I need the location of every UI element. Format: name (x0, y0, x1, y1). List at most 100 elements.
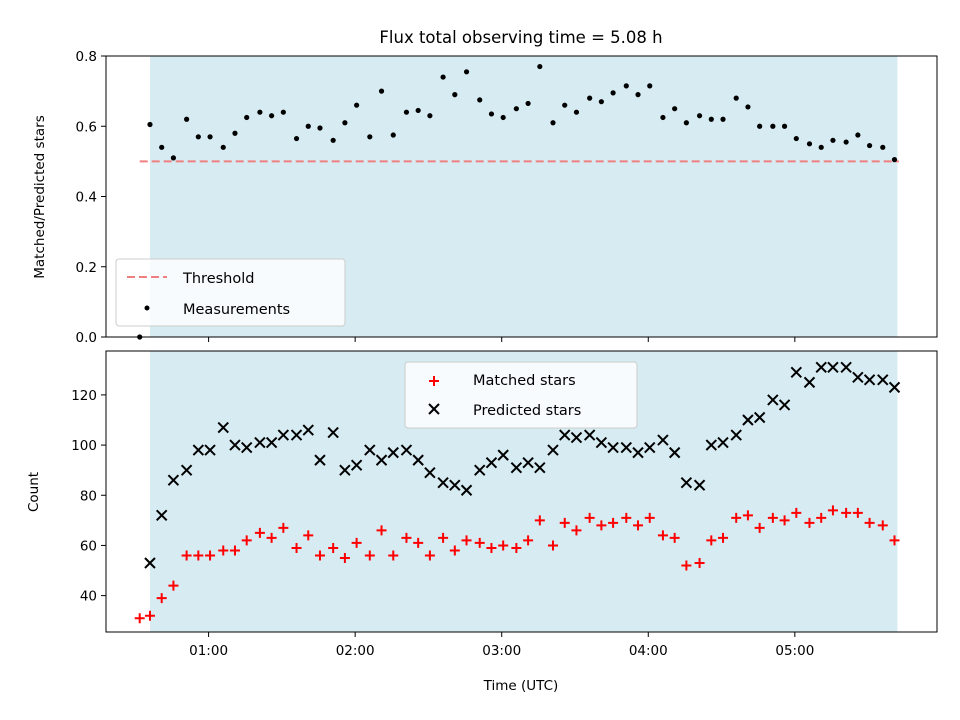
top-y-axis: 0.0 0.2 0.4 0.6 0.8 (76, 49, 106, 346)
matched-point (388, 550, 399, 561)
measurement-point (403, 109, 410, 115)
matched-point (669, 532, 680, 543)
measurement-point (269, 113, 275, 119)
matched-point (266, 532, 277, 543)
legend-matched-label: Matched stars (473, 373, 576, 389)
legend-predicted-label: Predicted stars (473, 403, 581, 419)
predicted-point (668, 446, 681, 459)
measurement-point (866, 142, 873, 149)
predicted-point (547, 444, 559, 456)
measurement-point (891, 157, 898, 163)
measurement-point (317, 125, 323, 131)
matched-point (767, 512, 778, 523)
matched-point (877, 520, 888, 531)
measurement-point (427, 113, 433, 119)
measurement-point (855, 132, 861, 138)
predicted-point (217, 421, 229, 434)
predicted-point (620, 441, 632, 454)
measurement-point (708, 116, 714, 122)
matched-point (278, 522, 289, 533)
measurement-point (367, 134, 373, 140)
matched-point (608, 517, 619, 528)
legend-matched-swatch (429, 376, 439, 386)
matched-point (339, 552, 350, 563)
measurement-point (696, 113, 703, 119)
measurement-point (305, 123, 311, 129)
measurement-point (170, 155, 177, 161)
matched-point (791, 507, 802, 518)
predicted-point (852, 371, 864, 384)
top-y-tick-label: 0.6 (76, 119, 97, 135)
predicted-point (767, 394, 779, 406)
predicted-point (778, 399, 791, 411)
predicted-point (144, 557, 156, 569)
measurement-point (195, 134, 201, 140)
measurement-point (184, 116, 190, 122)
bottom-y-tick-label: 80 (80, 488, 97, 504)
predicted-point (717, 436, 729, 449)
bottom-series (134, 361, 901, 624)
measurement-point (610, 90, 616, 96)
bottom-x-tick-label: 04:00 (629, 643, 668, 659)
predicted-point (730, 429, 742, 441)
measurement-point (159, 144, 165, 150)
predicted-point (863, 374, 876, 386)
top-panel: 0.00.20.40.60.8 Matched/Predicted stars … (32, 49, 938, 346)
measurement-point (477, 97, 483, 103)
measurement-point (244, 114, 250, 121)
measurement-point (390, 132, 396, 138)
measurement-point (500, 114, 506, 121)
matched-point (303, 530, 314, 541)
matched-point (168, 580, 179, 591)
matched-point (621, 512, 632, 523)
matched-point (706, 535, 717, 546)
measurement-point (720, 116, 726, 122)
matched-point (681, 560, 692, 571)
matched-point (742, 510, 753, 521)
predicted-point (474, 464, 486, 476)
predicted-point (265, 436, 278, 449)
predicted-point (229, 439, 241, 451)
predicted-point (155, 509, 168, 522)
predicted-point (607, 441, 619, 454)
matched-point (559, 517, 570, 528)
predicted-point (583, 429, 596, 441)
chart-title: Flux total observing time = 5.08 h (379, 28, 662, 47)
measurement-point (573, 109, 580, 115)
predicted-point (595, 436, 608, 449)
legend-measurements-label: Measurements (183, 302, 290, 318)
predicted-point (644, 441, 656, 454)
matched-point (644, 512, 655, 523)
matched-point (486, 542, 497, 553)
measurement-point (830, 137, 836, 143)
matched-point (633, 520, 644, 531)
matched-point (523, 535, 534, 546)
measurements-series (137, 63, 898, 340)
matched-point (694, 558, 705, 569)
matched-point (314, 550, 325, 561)
matched-point (328, 542, 339, 553)
predicted-point (412, 454, 424, 466)
predicted-point (534, 461, 546, 474)
measurement-point (207, 134, 213, 140)
predicted-point (327, 426, 339, 439)
predicted-point (522, 456, 534, 469)
measurement-point (537, 63, 543, 70)
matched-point (474, 537, 485, 548)
measurement-point (672, 106, 678, 112)
measurement-point (293, 135, 300, 142)
predicted-point (350, 459, 363, 471)
top-y-tick-label: 0.0 (76, 330, 97, 346)
bottom-y-tick-label: 100 (71, 438, 97, 454)
matched-point (852, 507, 863, 518)
measurement-point (488, 111, 495, 117)
predicted-point (180, 464, 193, 476)
predicted-point (167, 474, 180, 486)
top-legend-box (115, 258, 346, 327)
predicted-point (827, 361, 839, 374)
matched-point (718, 532, 729, 543)
bottom-x-axis: 01:00 02:00 03:00 04:00 05:00 (189, 632, 814, 659)
matched-point (511, 542, 522, 553)
measurement-point (781, 123, 788, 129)
measurement-point (342, 120, 348, 126)
